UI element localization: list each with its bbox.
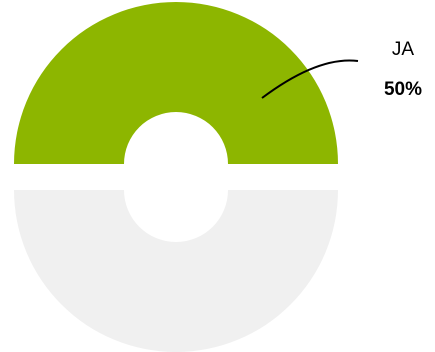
pie-slice-remainder xyxy=(14,190,338,352)
chart-slices xyxy=(14,2,338,352)
slice-label-leader-line xyxy=(261,59,359,99)
pie-slice-ja xyxy=(14,2,338,164)
slice-label-value: 50% xyxy=(384,79,422,100)
slice-label-name: JA xyxy=(392,39,415,60)
